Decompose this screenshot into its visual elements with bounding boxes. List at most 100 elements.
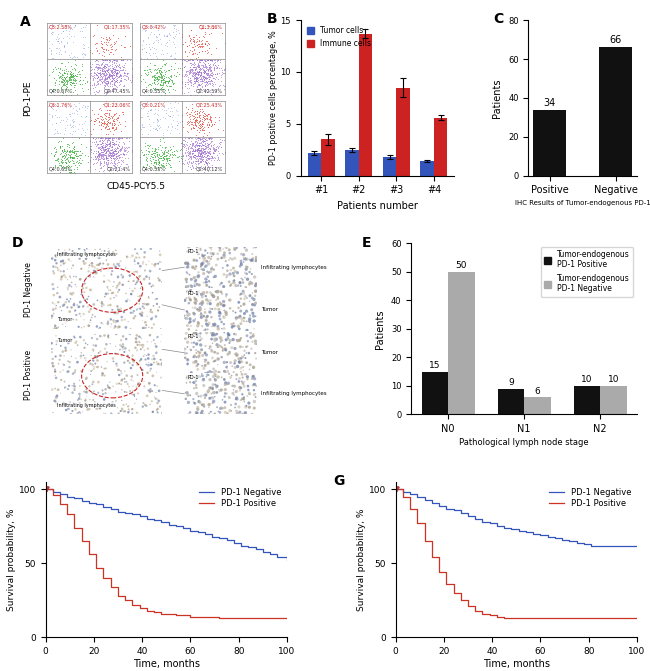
PD-1 Positive (266, 614, 274, 622)
PD-1 Positive (558, 614, 566, 622)
PD-1 Positive (478, 610, 486, 618)
Bar (396, 87, 410, 176)
PD-1 Positive (508, 614, 515, 622)
Text: C: C (493, 12, 504, 26)
PD-1 Positive (71, 524, 79, 532)
PD-1 Positive (587, 614, 595, 622)
PD-1 Negative (595, 541, 603, 550)
PD-1 Negative (633, 541, 641, 550)
PD-1 Negative (623, 541, 631, 550)
PD-1 Negative (244, 543, 252, 551)
PD-1 Positive (172, 611, 180, 619)
PD-1 Negative (529, 529, 537, 537)
PD-1 Positive (493, 613, 501, 621)
PD-1 Negative (515, 527, 523, 535)
PD-1 Negative (230, 539, 238, 547)
PD-1 Negative (63, 493, 71, 501)
PD-1 Positive (392, 485, 400, 493)
PD-1 Negative (457, 509, 465, 517)
Text: PD-1 Negative: PD-1 Negative (24, 262, 33, 317)
Bar (307, 153, 321, 176)
Bar (573, 386, 600, 415)
PD-1 Negative (536, 531, 544, 539)
PD-1 Positive (201, 613, 209, 621)
PD-1 Positive (566, 614, 573, 622)
PD-1 Positive (602, 614, 610, 622)
Text: CD45-PCY5.5: CD45-PCY5.5 (107, 182, 166, 191)
PD-1 Negative (85, 499, 93, 507)
Y-axis label: Patients: Patients (493, 78, 502, 117)
Bar (383, 157, 396, 176)
PD-1 Positive (471, 607, 479, 615)
PD-1 Negative (580, 540, 588, 548)
PD-1 Negative (150, 517, 158, 525)
Bar (421, 161, 434, 176)
PD-1 Negative (259, 548, 266, 556)
PD-1 Negative (478, 518, 486, 526)
PD-1 Positive (500, 614, 508, 622)
PD-1 Negative (215, 534, 223, 542)
PD-1 Positive (99, 574, 107, 582)
PD-1 Positive (187, 613, 194, 621)
PD-1 Negative (566, 537, 573, 545)
Bar (434, 117, 447, 176)
PD-1 Positive (215, 614, 223, 622)
PD-1 Positive (450, 589, 458, 597)
PD-1 Negative (122, 509, 129, 517)
PD-1 Positive (114, 592, 122, 600)
Legend: PD-1 Negative, PD-1 Positive: PD-1 Negative, PD-1 Positive (547, 486, 633, 510)
PD-1 Positive (179, 611, 187, 619)
PD-1 Negative (78, 497, 86, 505)
PD-1 Negative (42, 485, 49, 493)
PD-1 Negative (157, 518, 165, 526)
PD-1 Positive (194, 613, 202, 621)
PD-1 Negative (573, 539, 580, 547)
PD-1 Negative (428, 499, 436, 507)
PD-1 Positive (413, 519, 421, 527)
PD-1 Positive (464, 603, 472, 611)
PD-1 Positive (609, 614, 617, 622)
PD-1 Positive (486, 611, 493, 619)
Bar (497, 389, 524, 415)
PD-1 Negative (252, 545, 259, 553)
PD-1 Negative (187, 527, 194, 535)
Y-axis label: Survival probability, %: Survival probability, % (6, 509, 16, 611)
Bar (524, 397, 551, 415)
PD-1 Positive (399, 493, 407, 501)
PD-1 Negative (464, 512, 472, 520)
PD-1 Negative (143, 515, 151, 523)
PD-1 Negative (129, 511, 136, 519)
PD-1 Negative (99, 503, 107, 511)
PD-1 Positive (435, 568, 443, 576)
PD-1 Positive (573, 614, 580, 622)
PD-1 Positive (129, 601, 136, 609)
PD-1 Positive (237, 614, 245, 622)
PD-1 Positive (85, 550, 93, 558)
PD-1 Negative (443, 505, 450, 513)
PD-1 Positive (443, 580, 450, 588)
PD-1 Positive (208, 613, 216, 621)
PD-1 Negative (164, 521, 172, 529)
X-axis label: Time, months: Time, months (133, 659, 200, 669)
PD-1 Positive (421, 537, 428, 545)
PD-1 Negative (223, 535, 231, 544)
PD-1 Positive (244, 614, 252, 622)
PD-1 Negative (551, 534, 559, 542)
Text: A: A (20, 15, 31, 30)
Line: PD-1 Positive: PD-1 Positive (46, 489, 287, 618)
PD-1 Positive (529, 614, 537, 622)
PD-1 Positive (428, 554, 436, 562)
PD-1 Positive (92, 564, 100, 572)
Text: B: B (266, 12, 278, 26)
Line: PD-1 Negative: PD-1 Negative (46, 489, 287, 560)
X-axis label: Time, months: Time, months (483, 659, 550, 669)
Text: G: G (333, 474, 344, 488)
PD-1 Negative (399, 488, 407, 497)
Legend: PD-1 Negative, PD-1 Positive: PD-1 Negative, PD-1 Positive (197, 486, 283, 510)
Bar (359, 34, 372, 176)
PD-1 Negative (208, 533, 216, 541)
PD-1 Positive (406, 505, 414, 513)
PD-1 Negative (450, 506, 458, 514)
Text: E: E (361, 236, 371, 250)
Text: PD-1 Positive: PD-1 Positive (24, 350, 33, 400)
